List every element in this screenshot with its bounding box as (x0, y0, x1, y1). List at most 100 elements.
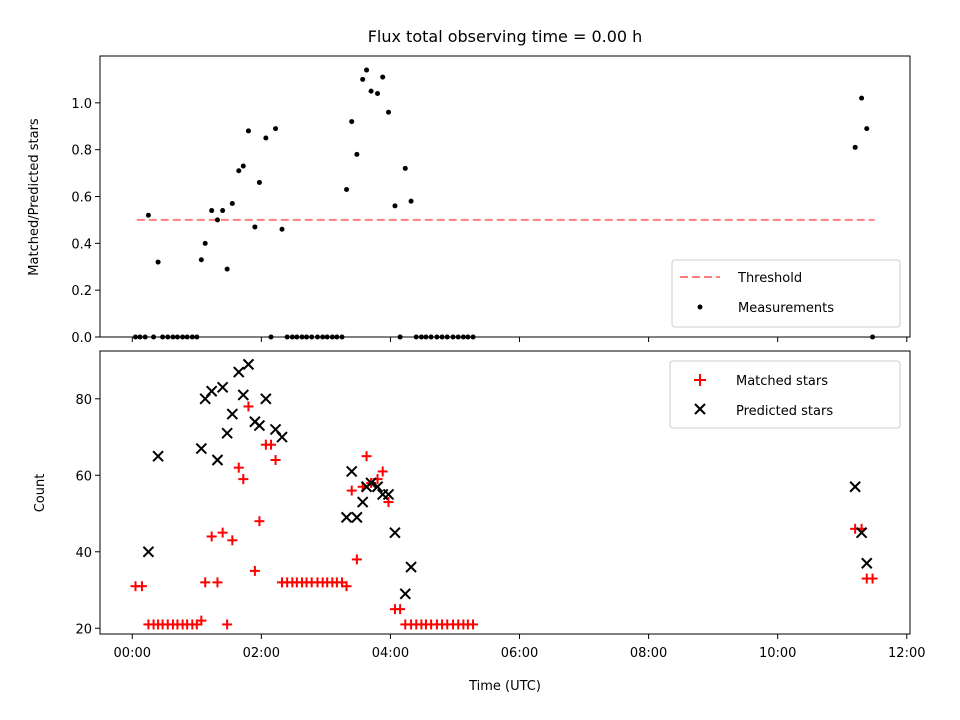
measurement-point (375, 90, 381, 96)
measurement-point (245, 128, 251, 134)
matched-stars-point (222, 619, 233, 630)
measurement-point (240, 163, 246, 169)
measurement-point (364, 67, 370, 73)
predicted-stars-point (226, 408, 239, 420)
matched-stars-point (212, 577, 223, 588)
legend-matched-label: Matched stars (736, 374, 828, 389)
predicted-stars-point (233, 366, 245, 378)
predicted-stars-point (216, 381, 229, 394)
measurement-point (145, 212, 151, 218)
measurement-point (349, 119, 355, 125)
ratio-y-tick-label: 1.0 (71, 97, 92, 112)
count-legend-box (669, 360, 901, 429)
measurement-point (198, 257, 204, 263)
count-panel-frame (99, 350, 911, 635)
ratio-legend: Threshold Measurements (671, 259, 901, 328)
measurement-point (279, 226, 285, 232)
predicted-stars-point (152, 450, 164, 462)
matched-stars-point (217, 527, 228, 538)
measurement-point (229, 201, 235, 207)
count-x-tick-label: 00:00 (114, 646, 151, 661)
measurement-point (852, 144, 858, 150)
count-x-tick-label: 04:00 (372, 646, 409, 661)
matched-stars-point (270, 454, 281, 465)
ratio-y-tick-label: 0.4 (71, 237, 92, 252)
measurement-point (864, 126, 870, 132)
measurement-point (256, 179, 262, 185)
count-x-tick-label: 12:00 (888, 646, 925, 661)
predicted-stars-point (399, 588, 411, 600)
count-panel: 20 40 60 80 00:00 02:00 04:00 06:00 08:00 10:00 12… (33, 350, 926, 694)
matched-stars-point (249, 565, 260, 576)
measurement-point (344, 186, 350, 192)
matched-stars-point (254, 516, 265, 527)
predicted-stars-point (351, 511, 363, 524)
matched-stars-point (383, 497, 394, 508)
count-y-tick-label: 80 (75, 393, 92, 408)
measurement-point (380, 74, 386, 80)
ratio-y-tick-label: 0.0 (71, 331, 92, 346)
predicted-stars-point (356, 496, 369, 508)
matched-stars-point (243, 401, 254, 412)
measurement-point (354, 151, 360, 157)
ratio-y-axis-label: Matched/Predicted stars (27, 118, 42, 276)
predicted-stars-point (389, 526, 401, 539)
count-x-tick-label: 02:00 (243, 646, 280, 661)
measurement-point (202, 240, 208, 246)
predicted-stars-point (346, 465, 358, 478)
matched-stars-point (341, 581, 352, 592)
legend-measurements-label: Measurements (738, 301, 834, 316)
matched-stars-point (351, 554, 362, 565)
predicted-stars-point (260, 393, 272, 405)
predicted-stars-point (365, 477, 377, 489)
measurement-point (273, 126, 279, 132)
ratio-y-tick-label: 0.6 (71, 191, 92, 206)
measurement-point (209, 208, 215, 214)
matched-stars-point (266, 439, 277, 450)
matched-stars-point (468, 619, 479, 630)
count-x-tick-label: 08:00 (630, 646, 667, 661)
legend-threshold-label: Threshold (737, 271, 802, 286)
measurement-point (368, 88, 374, 94)
matched-stars-point (238, 474, 249, 485)
measurement-point (224, 266, 230, 272)
predicted-stars-point (195, 442, 208, 455)
matched-stars-point (136, 581, 147, 592)
predicted-stars-point (221, 427, 233, 439)
count-y-tick-label: 40 (75, 546, 92, 561)
matched-stars-point (346, 485, 357, 496)
predicted-stars-point (405, 561, 417, 573)
legend-predicted-label: Predicted stars (736, 404, 833, 419)
ratio-panel: 0.0 0.2 0.4 0.6 0.8 1.0 Matched/Predicted sta… (27, 55, 911, 346)
measurement-point (402, 165, 408, 171)
measurement-point (214, 217, 220, 223)
predicted-stars-point (861, 557, 873, 569)
count-legend: Matched stars Predicted stars (669, 360, 901, 429)
predicted-stars-point (237, 389, 249, 401)
legend-matched-swatch (694, 374, 706, 386)
predicted-stars-point (855, 526, 868, 539)
measurement-point (386, 109, 392, 115)
count-y-tick-label: 20 (75, 622, 92, 637)
ratio-y-tick-label: 0.2 (71, 284, 92, 299)
count-y-axis-label: Count (33, 474, 48, 513)
matched-stars-point (233, 462, 244, 473)
measurement-point (236, 168, 242, 174)
measurement-point (392, 203, 398, 209)
matched-stars-point (377, 466, 388, 477)
predicted-stars-point (849, 481, 861, 493)
predicted-stars-point (371, 481, 384, 493)
ratio-legend-box (671, 259, 901, 328)
matched-stars-point (206, 531, 217, 542)
x-axis-label: Time (UTC) (468, 679, 541, 694)
measurement-point (859, 95, 865, 101)
predicted-stars-point (253, 419, 266, 432)
predicted-stars-point (211, 454, 224, 466)
chart-title: Flux total observing time = 0.00 h (368, 27, 643, 46)
matched-stars-point (361, 451, 372, 462)
measurement-point (252, 224, 258, 230)
predicted-stars-point (382, 488, 395, 501)
predicted-stars-point (142, 546, 155, 558)
measurement-point (360, 76, 366, 82)
